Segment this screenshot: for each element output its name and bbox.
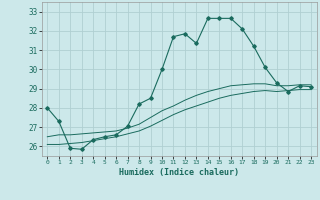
X-axis label: Humidex (Indice chaleur): Humidex (Indice chaleur) (119, 168, 239, 177)
